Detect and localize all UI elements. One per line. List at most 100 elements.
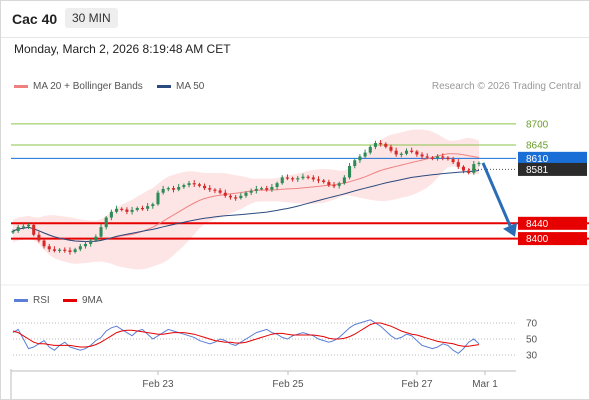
- candle-body: [296, 178, 300, 180]
- x-tick-label: Feb 23: [142, 379, 174, 390]
- legend-ma20: MA 20 + Bollinger Bands: [14, 81, 143, 92]
- candle-body: [285, 177, 289, 179]
- candle-body: [368, 146, 372, 153]
- research-credit: Research © 2026 Trading Central: [431, 81, 581, 92]
- candle-body: [234, 197, 238, 199]
- candle-body: [306, 176, 310, 178]
- candle-body: [42, 240, 46, 247]
- candle-body: [135, 208, 139, 210]
- candle-body: [151, 204, 155, 207]
- candle-body: [275, 183, 279, 187]
- candle-body: [399, 153, 403, 155]
- candle-body: [472, 164, 476, 173]
- timeframe-button[interactable]: 30 MIN: [65, 8, 118, 28]
- legend-rsi-label: RSI: [33, 295, 50, 306]
- candle-body: [301, 176, 305, 179]
- legend-ma50-label: MA 50: [176, 81, 205, 92]
- candle-body: [404, 150, 409, 154]
- candle-body: [68, 250, 72, 252]
- candle-body: [37, 234, 41, 241]
- candle-body: [89, 240, 93, 244]
- candle-body: [389, 146, 393, 151]
- rsi-tick-label: 50: [526, 335, 538, 346]
- x-tick-label: Feb 27: [401, 379, 433, 390]
- candle-body: [337, 183, 341, 186]
- candle-body: [47, 246, 51, 250]
- candle-body: [73, 249, 77, 252]
- candle-body: [456, 162, 460, 167]
- candle-body: [208, 188, 212, 190]
- x-tick-label: Mar 1: [472, 379, 498, 390]
- bollinger-band: [13, 129, 479, 270]
- candle-body: [363, 152, 367, 157]
- rsi-line: [12, 319, 480, 355]
- candle-body: [16, 227, 20, 231]
- projection-arrow-head: [503, 222, 517, 237]
- candle-body: [52, 249, 56, 251]
- header-bar: Cac 40 30 MIN: [1, 1, 589, 38]
- ma20-swatch: [14, 84, 28, 88]
- candle-body: [130, 209, 134, 212]
- candle-body: [78, 246, 82, 250]
- candle-body: [228, 195, 233, 198]
- instrument-name: Cac 40: [12, 11, 58, 27]
- candle-body: [140, 208, 144, 210]
- candle-body: [171, 188, 176, 190]
- candle-body: [254, 188, 258, 191]
- candle-body: [410, 150, 414, 152]
- candle-body: [467, 170, 471, 173]
- candle-body: [177, 187, 181, 190]
- candle-body: [94, 236, 98, 241]
- candle-body: [223, 192, 227, 196]
- candle-body: [187, 183, 191, 186]
- candle-body: [239, 195, 243, 199]
- candle-body: [259, 188, 264, 190]
- candle-body: [197, 184, 201, 186]
- candle-body: [58, 249, 62, 251]
- candle-body: [384, 143, 388, 147]
- candle-body: [265, 188, 269, 190]
- candle-body: [477, 162, 481, 165]
- legend-ma20-label: MA 20 + Bollinger Bands: [33, 81, 143, 92]
- timestamp: Monday, March 2, 2026 8:19:48 AM CET: [14, 42, 231, 56]
- candle-body: [379, 143, 383, 145]
- rsi-swatch: [14, 298, 28, 302]
- legend-rsi9: 9MA: [63, 295, 103, 306]
- candle-body: [425, 156, 429, 158]
- level-label-8581: 8581: [526, 165, 549, 176]
- candle-body: [213, 189, 217, 191]
- candle-body: [161, 188, 165, 193]
- candle-body: [441, 156, 445, 158]
- candle-body: [83, 243, 88, 247]
- rsi9-swatch: [63, 298, 77, 302]
- candle-body: [446, 157, 450, 160]
- level-label-8645: 8645: [526, 140, 549, 151]
- candle-body: [353, 160, 357, 166]
- candle-body: [451, 159, 455, 163]
- candle-body: [436, 156, 440, 159]
- candle-body: [373, 143, 377, 147]
- candle-body: [192, 183, 196, 185]
- candle-body: [218, 190, 222, 193]
- candle-body: [32, 224, 36, 235]
- candle-body: [26, 224, 31, 227]
- legend-rsi9-label: 9MA: [82, 295, 103, 306]
- candle-body: [109, 211, 113, 218]
- projection-arrow-shaft: [481, 162, 512, 227]
- ma50-swatch: [157, 84, 171, 88]
- legend-ma50: MA 50: [157, 81, 204, 92]
- candle-body: [99, 227, 103, 237]
- candle-body: [11, 230, 15, 233]
- candle-body: [182, 185, 186, 187]
- candle-body: [244, 192, 248, 196]
- level-label-8440: 8440: [526, 219, 549, 230]
- rsi9-line: [12, 322, 480, 348]
- candle-body: [203, 185, 207, 189]
- rsi-tick-label: 30: [526, 351, 538, 362]
- level-label-bg-8400: [518, 232, 587, 246]
- candle-body: [249, 190, 253, 193]
- candle-body: [166, 188, 170, 190]
- candle-body: [311, 177, 315, 180]
